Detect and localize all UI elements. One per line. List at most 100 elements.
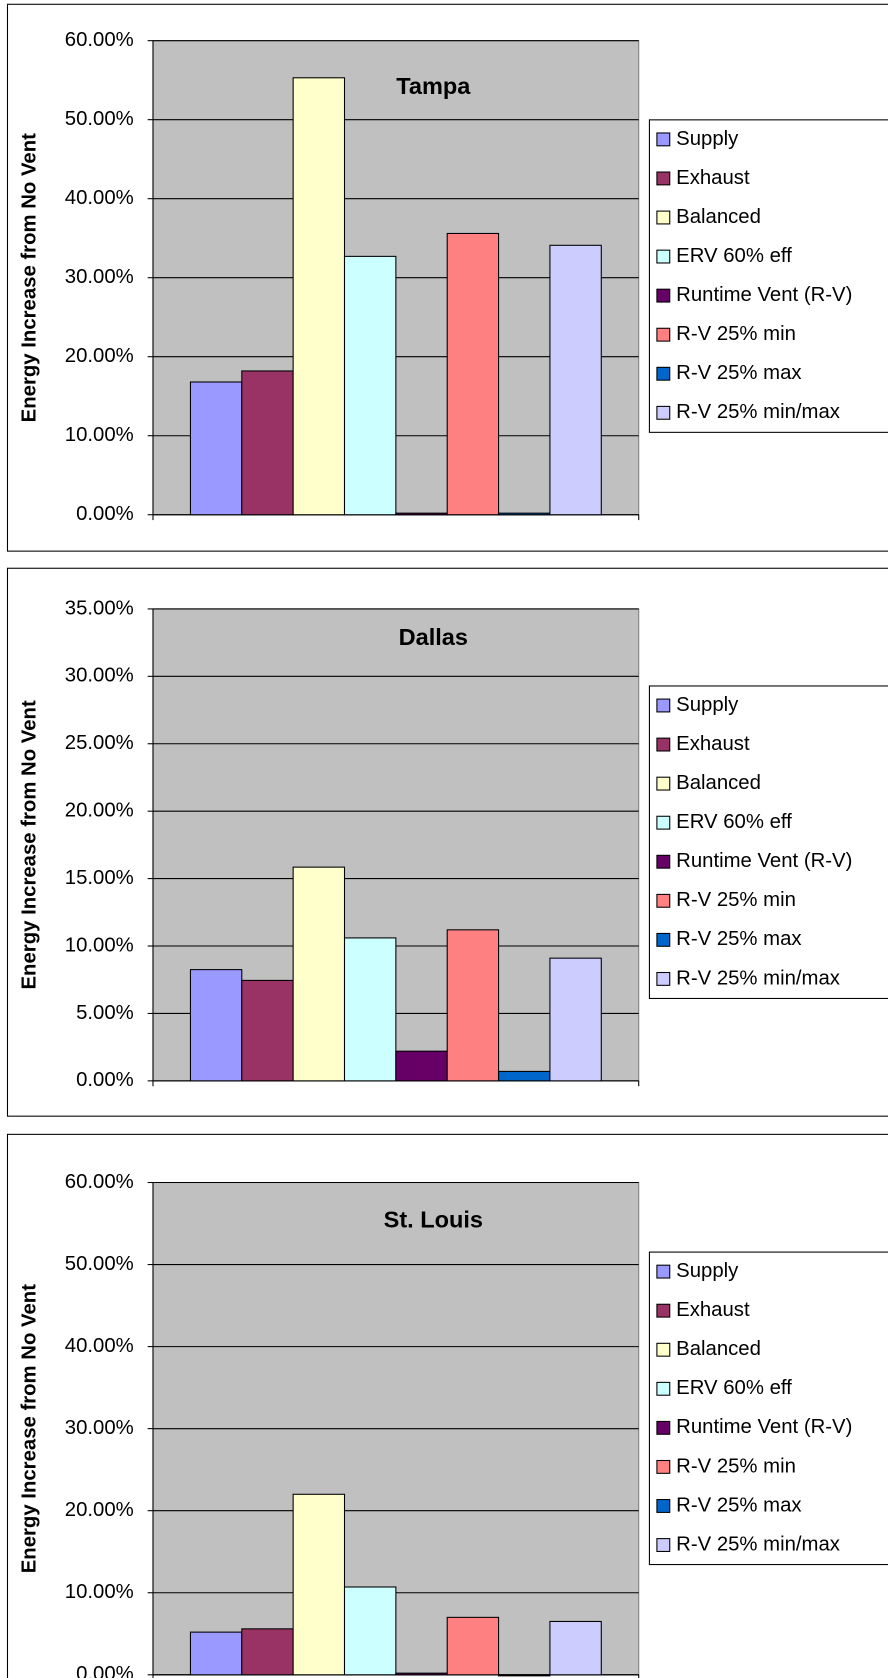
y-tick-label: 40.00% [65, 1335, 134, 1357]
legend-swatch [656, 1342, 671, 1357]
y-tick-label: 30.00% [65, 266, 134, 288]
bar [395, 1672, 448, 1676]
legend-swatch [656, 132, 671, 147]
legend-label: R-V 25% max [676, 1494, 801, 1516]
legend-swatch [656, 815, 671, 830]
chart-title: Tampa [396, 73, 471, 99]
legend-label: Runtime Vent (R-V) [676, 1416, 852, 1438]
legend-swatch [656, 327, 671, 342]
bar [446, 232, 500, 516]
legend-label: R-V 25% min [676, 889, 796, 911]
y-tick-label: 60.00% [65, 1171, 134, 1193]
bar [395, 1050, 448, 1082]
y-tick-label: 50.00% [65, 108, 134, 130]
y-tick-label: 20.00% [65, 800, 134, 822]
legend-label: Runtime Vent (R-V) [676, 284, 852, 306]
legend-swatch [656, 288, 671, 303]
legend-label: Balanced [676, 206, 761, 228]
legend-label: Exhaust [676, 1299, 750, 1321]
y-tick-label: 35.00% [65, 597, 134, 619]
bar [343, 255, 397, 516]
bar [498, 1070, 551, 1082]
bar [498, 1674, 551, 1677]
legend-swatch [656, 1303, 671, 1318]
legend-label: Exhaust [676, 167, 750, 189]
bar [549, 244, 602, 516]
y-tick-label: 5.00% [76, 1002, 134, 1024]
bar [395, 512, 448, 516]
legend-swatch [656, 1264, 671, 1279]
legend-swatch [656, 893, 671, 908]
legend-label: R-V 25% max [676, 928, 801, 950]
y-tick-label: 0.00% [76, 1663, 134, 1678]
legend-swatch [656, 737, 671, 752]
bar [292, 866, 346, 1082]
y-axis-label: Energy Increase from No Vent [18, 1284, 40, 1573]
legend-label: R-V 25% min/max [676, 1533, 840, 1555]
legend-swatch [656, 1538, 671, 1552]
y-tick-label: 40.00% [65, 187, 134, 209]
y-tick-label: 0.00% [76, 1069, 134, 1091]
legend-label: R-V 25% min/max [676, 401, 840, 423]
y-tick-label: 20.00% [65, 345, 134, 367]
legend-swatch [656, 1459, 671, 1474]
legend-swatch [656, 1381, 671, 1396]
bar [498, 512, 551, 516]
y-tick-label: 10.00% [65, 424, 134, 446]
bar [292, 1493, 346, 1676]
y-tick-label: 30.00% [65, 665, 134, 687]
bar [549, 1620, 602, 1676]
legend-swatch [656, 249, 671, 264]
legend-label: Supply [676, 1260, 739, 1282]
y-tick-label: 0.00% [76, 503, 134, 525]
y-tick-label: 20.00% [65, 1499, 134, 1521]
legend-label: ERV 60% eff [676, 1377, 792, 1399]
bar [189, 1631, 243, 1676]
bar [292, 77, 346, 516]
legend-label: Runtime Vent (R-V) [676, 850, 852, 872]
legend-label: Exhaust [676, 733, 750, 755]
legend-swatch [656, 854, 671, 869]
legend-label: R-V 25% min [676, 1455, 796, 1477]
legend-label: Balanced [676, 772, 761, 794]
y-tick-label: 60.00% [65, 29, 134, 51]
legend-box [648, 685, 888, 999]
bar [241, 1628, 294, 1676]
chart-title: St. Louis [384, 1206, 483, 1232]
legend-swatch [656, 1420, 671, 1435]
bar [446, 1616, 500, 1676]
bar [549, 957, 602, 1082]
legend-swatch [656, 1499, 671, 1513]
bar [241, 370, 294, 516]
bar [189, 969, 243, 1082]
bar [189, 381, 243, 516]
bar [241, 979, 294, 1082]
y-tick-label: 10.00% [65, 934, 134, 956]
legend-label: Balanced [676, 1338, 761, 1360]
legend-swatch [656, 776, 671, 791]
legend-label: ERV 60% eff [676, 245, 792, 267]
y-tick-label: 30.00% [65, 1417, 134, 1439]
chart-title: Dallas [399, 624, 468, 650]
y-tick-label: 10.00% [65, 1581, 134, 1603]
legend-box [648, 119, 888, 433]
legend-label: R-V 25% min [676, 323, 796, 345]
legend-swatch [656, 210, 671, 225]
legend-swatch [656, 932, 671, 947]
bar [446, 929, 500, 1082]
y-axis-label: Energy Increase from No Vent [18, 700, 40, 989]
legend-label: Supply [676, 694, 739, 716]
y-tick-label: 15.00% [65, 867, 134, 889]
bar [343, 937, 397, 1082]
legend-label: R-V 25% min/max [676, 967, 840, 989]
y-tick-label: 50.00% [65, 1253, 134, 1275]
legend-box [648, 1251, 888, 1566]
legend-swatch [656, 698, 671, 713]
y-axis-label: Energy Increase from No Vent [18, 133, 40, 422]
legend-label: ERV 60% eff [676, 811, 792, 833]
legend-swatch [656, 366, 671, 381]
legend-swatch [656, 171, 671, 186]
bar [343, 1586, 397, 1676]
